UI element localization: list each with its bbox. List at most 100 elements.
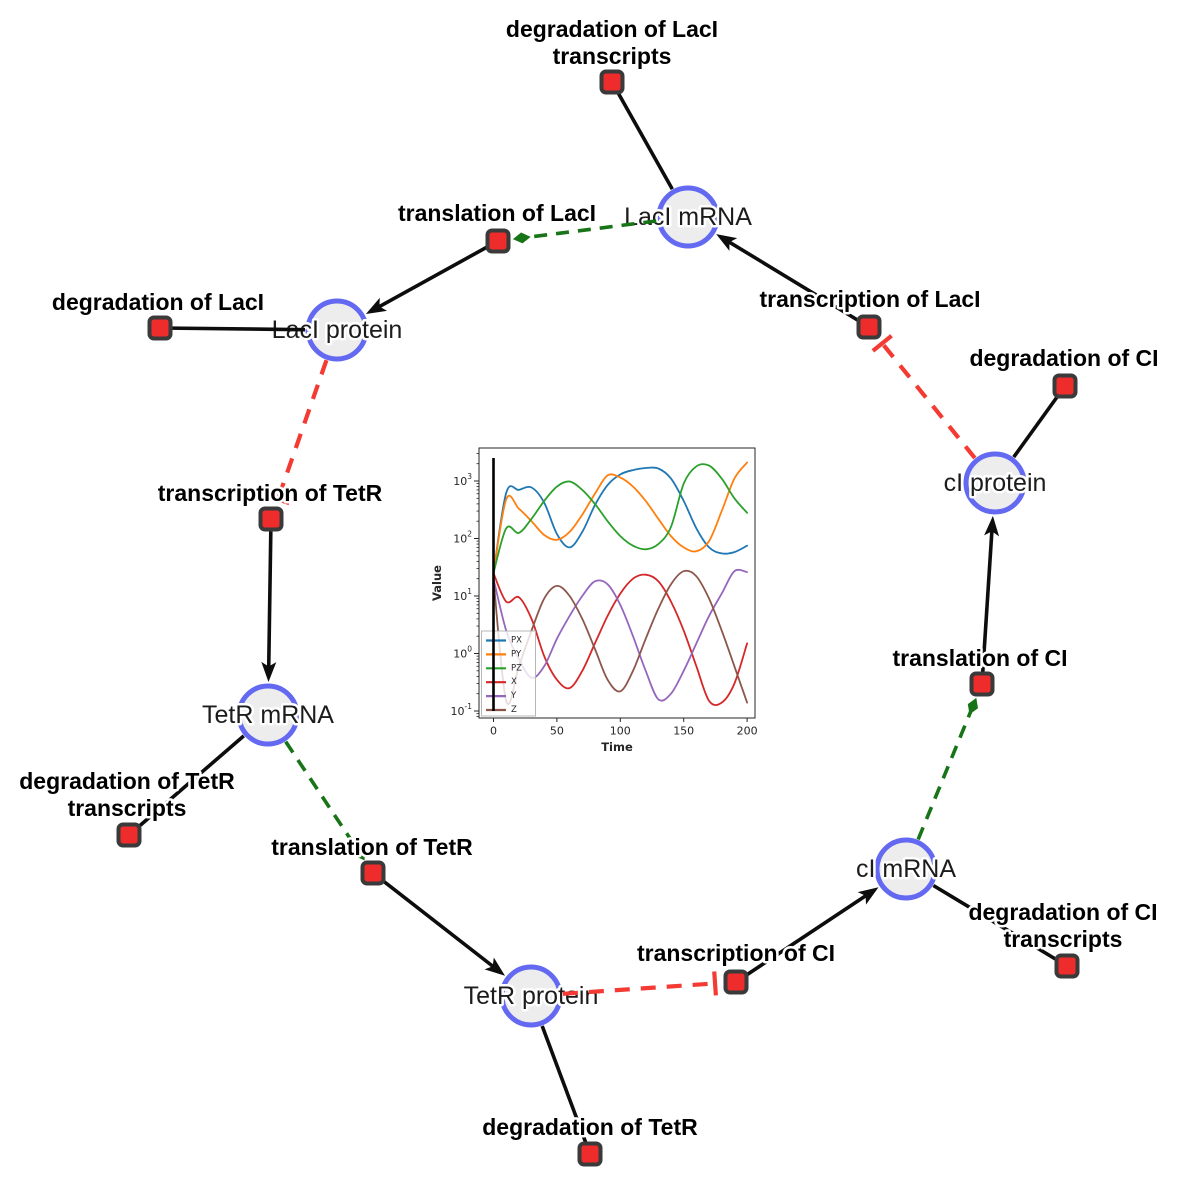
species-node-tetr-protein [499,964,563,1028]
reaction-nodes-layer [116,69,1080,1167]
edge-production-transcription-laci-to-laci-mrna [716,234,870,329]
reaction-label-transcription-laci-line0: transcription of LacI [759,286,980,312]
edge-production-translation-laci-to-laci-protein [365,239,499,314]
reaction-label-translation-tetr-line0: translation of TetR [271,834,473,860]
reaction-label-deg-tetr-line0: degradation of TetR [482,1114,698,1140]
reactant-link-line [127,734,245,837]
reaction-node-deg-tetr [577,1141,603,1167]
edge-production-translation-tetr-to-tetr-protein [371,871,505,976]
reaction-node-deg-tetr-transcripts [116,822,142,848]
edge-consumption-laci-protein-to-deg-laci [159,326,306,332]
edge-production-transcription-tetr-to-tetr-mrna [261,518,277,682]
chart-axes-box [478,447,756,719]
arrowhead-icon [484,957,505,976]
reaction-label-translation-ci-line0: translation of CI [892,645,1067,671]
arrowhead-icon [984,515,1000,537]
x-axis-label: Time [601,740,633,754]
legend-label-X: X [511,677,517,687]
species-nodes-layer [236,185,1027,1028]
reaction-label-deg-ci-line0: degradation of CI [969,345,1158,371]
edge-inhibition-tetr-protein-to-transcription-ci [562,971,718,996]
chart-background [425,425,773,760]
legend-label-PX: PX [511,636,522,646]
y-tick-label: 100 [453,644,472,660]
arrowhead-icon [365,297,387,314]
species-node-laci-protein [305,298,369,362]
reaction-label-deg-laci-transcripts-line0: degradation of LacI [506,16,718,42]
reaction-labels-layer: degradation of LacItranscriptstranslatio… [17,14,1161,1143]
edges-layer [127,81,1068,1155]
inhibition-tbar-icon [712,971,718,996]
legend-label-Y: Y [510,691,517,701]
reaction-node-transcription-laci [856,314,882,340]
x-tick-label: 50 [550,725,564,738]
edge-consumption-tetr-mrna-to-deg-tetr-transcripts [127,734,245,837]
product-link-line [266,518,273,669]
x-tick-label: 200 [737,725,758,738]
x-tick-label: 0 [490,725,497,738]
product-link-line [371,871,496,969]
y-tick-label: 102 [453,529,472,545]
arrowhead-icon [716,234,738,251]
y-tick-label: 10-1 [451,702,473,718]
edge-production-translation-ci-to-ci-protein [980,515,1000,685]
reaction-node-deg-laci-transcripts [599,69,625,95]
legend-label-PZ: PZ [511,663,522,673]
edge-inhibition-laci-protein-to-transcription-tetr [265,359,329,506]
edge-modifier-tetr-mrna-to-translation-tetr [284,740,365,861]
timecourse-chart: 0 50 100 150 20010-1100101102103TimeValuePXP… [425,425,773,760]
species-node-ci-mrna [874,837,938,901]
reaction-label-transcription-ci-line0: transcription of CI [637,940,835,966]
inhibition-tbar-icon [871,334,893,353]
modifier-arrowhead-icon [512,232,531,244]
timecourse-plot-panel: 0 50 100 150 200 10-1 100 101 102 103 Time Value PX P… [425,425,773,760]
modifier-arrowhead-icon [354,845,365,861]
reaction-label-deg-laci-transcripts-line1: transcripts [553,43,672,69]
species-label-ci-protein: cI protein [944,469,1047,497]
species-label-tetr-protein: TetR protein [464,982,599,1010]
reaction-node-translation-ci [969,671,995,697]
legend-label-PY: PY [511,649,522,659]
edge-production-transcription-ci-to-ci-mrna [735,887,879,984]
reaction-label-deg-tetr-transcripts-line0: degradation of TetR [19,768,235,794]
x-tick-label: 150 [673,725,694,738]
reaction-node-deg-ci-transcripts [1054,953,1080,979]
reaction-node-transcription-ci [723,969,749,995]
reaction-label-transcription-tetr-line0: transcription of TetR [158,480,383,506]
chart-series-PX [492,466,748,574]
reaction-label-deg-ci-transcripts-line1: transcripts [1004,926,1123,952]
species-node-laci-mrna [656,185,720,249]
reactant-link-line [540,1025,592,1155]
legend-box [481,630,536,717]
edge-consumption-laci-mrna-to-deg-laci-transcripts [610,81,674,190]
inhibition-link-line [880,342,977,460]
edge-consumption-ci-mrna-to-deg-ci-transcripts [932,883,1068,968]
species-label-laci-mrna: LacI mRNA [624,203,752,231]
edge-consumption-tetr-protein-to-deg-tetr [540,1025,592,1155]
reaction-label-deg-laci-line0: degradation of LacI [52,289,264,315]
edge-inhibition-ci-protein-to-transcription-laci [871,334,977,460]
reactant-link-line [159,326,306,332]
modifier-arrowhead-icon [967,697,978,715]
y-tick-label: 103 [453,472,472,488]
product-link-line [377,239,499,309]
chart-legend: PX PY PZ XYZ [481,630,536,717]
species-node-tetr-mrna [236,683,300,747]
modifier-link-line [284,740,359,850]
edge-modifier-ci-mrna-to-translation-ci [916,697,978,841]
reaction-node-transcription-tetr [258,506,284,532]
inhibition-link-line [275,359,329,500]
reactant-link-line [610,81,674,190]
reaction-node-deg-laci [147,315,173,341]
reactant-link-line [932,883,1068,968]
species-node-ci-protein [963,451,1027,515]
reaction-node-translation-laci [485,228,511,254]
product-link-line [735,893,868,984]
product-link-line [980,529,994,685]
reaction-node-deg-ci [1052,373,1078,399]
chart-series-X [492,572,748,706]
y-tick-label: 101 [453,587,472,603]
reaction-label-deg-tetr-transcripts-line1: transcripts [68,795,187,821]
